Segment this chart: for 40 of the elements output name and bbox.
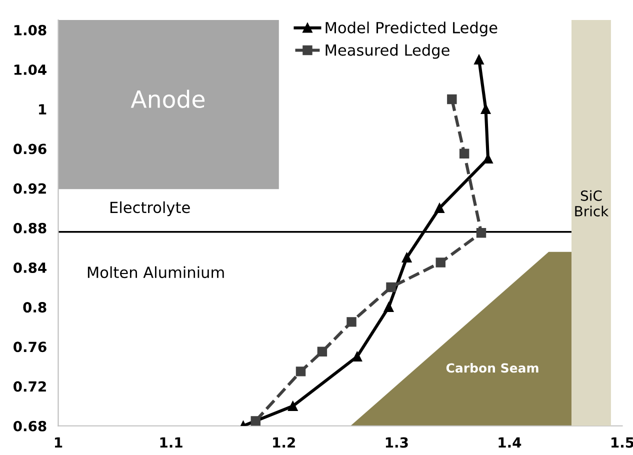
legend-label: Model Predicted Ledge	[326, 22, 498, 36]
y-tick-label: 0.84	[14, 262, 46, 273]
y-tick-label: 1.08	[14, 24, 46, 36]
y-tick-label: 0.8	[23, 302, 46, 313]
x-tick-label: 1.3	[386, 437, 408, 448]
point	[384, 302, 394, 312]
point	[352, 352, 362, 362]
annotation: Carbon Seam	[446, 363, 538, 373]
point	[480, 104, 491, 114]
point	[434, 203, 444, 213]
point	[436, 258, 446, 268]
x-tick-label: 1	[54, 437, 62, 448]
x-tick-label: 1.4	[498, 437, 522, 448]
point	[346, 317, 356, 327]
annotation: Anode	[130, 90, 204, 108]
x-tick-label: 1.2	[273, 437, 295, 448]
y-tick-label: 0.96	[14, 144, 46, 154]
y-tick-label: 0.68	[14, 420, 46, 432]
point	[459, 148, 470, 159]
annotation: Molten Aluminium	[88, 266, 224, 278]
legend-label: Measured Ledge	[326, 44, 450, 59]
x-tick-label: 1.1	[160, 437, 182, 448]
y-tick-label: 1	[39, 104, 46, 114]
point	[296, 366, 306, 376]
point	[250, 416, 260, 426]
y-tick-label: 0.88	[14, 222, 46, 234]
y-tick-label: 0.72	[14, 381, 46, 392]
point	[447, 94, 457, 104]
annotation: Electrolyte	[110, 201, 190, 216]
point	[317, 346, 328, 356]
y-tick-label: 0.92	[14, 183, 46, 194]
point	[402, 252, 412, 262]
point	[474, 54, 484, 64]
y-tick-label: 0.76	[14, 342, 46, 352]
point	[483, 154, 493, 164]
point	[386, 282, 396, 292]
y-tick-label: 1.04	[14, 64, 46, 75]
band-label: SiC Brick	[575, 190, 609, 216]
point	[288, 401, 298, 411]
point	[476, 228, 486, 238]
